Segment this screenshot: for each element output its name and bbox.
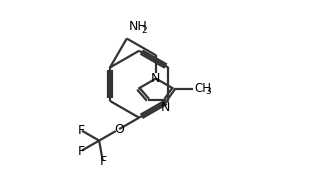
- Text: F: F: [77, 124, 84, 137]
- Text: N: N: [161, 101, 170, 114]
- Text: N: N: [151, 72, 161, 85]
- Text: NH: NH: [128, 20, 147, 33]
- Text: F: F: [99, 155, 106, 168]
- Text: CH: CH: [194, 82, 211, 95]
- Text: 3: 3: [205, 87, 211, 96]
- Text: O: O: [114, 123, 124, 136]
- Text: F: F: [77, 145, 84, 158]
- Text: 2: 2: [142, 26, 148, 35]
